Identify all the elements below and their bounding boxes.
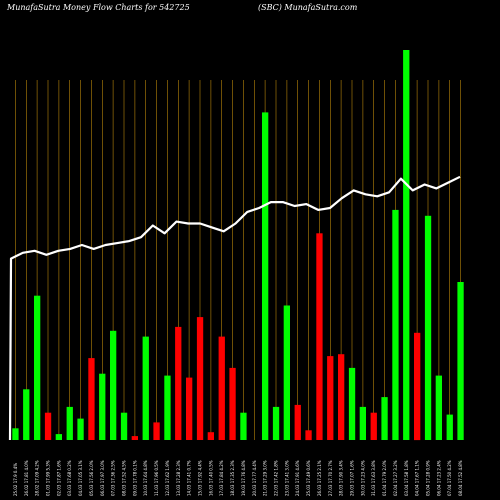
money-flow-bar [446,414,453,440]
money-flow-bar [218,336,225,440]
x-tick-label: 04.03 17.05 3.1% [78,460,83,496]
money-flow-bar [392,209,399,440]
chart-title: MunafaSutra Money Flow Charts for 542725 [7,3,190,12]
money-flow-bar [164,375,171,440]
money-flow-bar [283,305,290,440]
money-flow-bar [196,317,204,440]
x-tick-label: 16.03 17.40 0.5% [208,460,213,496]
x-tick-label: 17.03 17.84 4.2% [219,460,224,496]
price-line [8,175,461,441]
x-tick-label: 20.03 17.77 4.4% [252,460,257,496]
x-tick-label: 26.03 17.25 2.1% [317,460,322,496]
x-tick-label: 06.04 17.23 2.4% [436,460,441,496]
money-flow-bar [262,112,269,441]
x-tick-label: 18.03 17.35 2.3% [230,460,235,496]
x-tick-label: 07.03 17.36 2.5% [111,460,116,496]
money-flow-bar [131,436,138,440]
x-tick-label: 30.03 17.23 4.0% [360,460,365,496]
x-tick-label: 08.03 17.52 4.5% [122,460,127,496]
x-tick-label: 15.03 17.92 4.4% [198,460,203,496]
x-tick-label: 05.04 17.28 0.9% [426,460,431,496]
x-tick-label: 06.03 17.97 3.0% [100,460,105,496]
money-flow-bar [435,375,442,440]
money-flow-bar [359,406,366,440]
money-flow-bar [424,215,432,440]
x-tick-label: 22.03 17.42 1.8% [274,460,279,496]
x-tick-label: 08.04 17.52 4.8% [458,460,463,496]
x-tick-label: 14.03 17.41 0.7% [187,460,192,496]
money-flow-bar [338,354,345,440]
x-tick-label: 04.04 17.67 1.1% [415,460,420,496]
x-tick-label: 12.03 17.62 1.9% [165,460,170,496]
x-tick-label: 03.04 17.58 1.8% [404,460,409,496]
x-tick-label: 07.04 17.50 4.2% [447,460,452,496]
x-tick-label: 02.04 17.27 3.2% [393,460,398,496]
x-tick-label: 01.04 17.79 2.0% [382,460,387,496]
x-tick-label: 24.03 17.91 4.6% [295,460,300,496]
money-flow-bar [175,326,182,440]
money-flow-bar [348,367,356,440]
x-tick-label: 28.02 17.09 4.2% [35,460,40,496]
x-tick-label: 28.03 17.90 3.4% [339,460,344,496]
x-tick-label: 03.03 17.68 0.2% [67,460,72,496]
money-flow-bar [34,295,41,440]
money-flow-bar [77,418,84,440]
money-flow-bar [294,404,301,440]
money-flow-bar [403,50,410,440]
price-line-layer [8,175,461,441]
x-tick-label: 29.03 17.07 1.6% [350,460,355,496]
money-flow-bar [305,430,312,441]
money-flow-bar [55,434,62,440]
money-flow-bar [186,377,193,440]
money-flow-bar [153,422,160,440]
x-tick-label: 25.02 17.9 0.4% [13,463,18,496]
money-flow-bar [240,412,247,440]
x-tick-label: 11.03 17.96 0.5% [154,460,159,496]
money-flow-bar [88,358,95,440]
money-flow-bar [370,412,377,440]
x-tick-label: 05.03 17.56 2.0% [89,460,94,496]
money-flow-bar [142,336,149,440]
x-tick-label: 13.03 17.28 2.3% [176,460,181,496]
x-axis-labels: 25.02 17.9 0.4% 26.02 17.81 4.0% 28.02 17.… [13,460,463,496]
money-flow-bar [207,432,214,440]
money-flow-bar [316,233,323,440]
x-tick-label: 25.03 17.49 0.6% [306,460,311,496]
x-tick-label: 31.03 17.63 3.8% [371,460,376,496]
site-name: (SBC) MunafaSutra.com [258,3,358,12]
x-tick-label: 10.03 17.64 4.8% [143,460,148,496]
money-flow-bar [23,389,30,440]
money-flow-bar [327,356,334,440]
x-tick-label: 26.02 17.81 4.0% [24,460,29,496]
money-flow-bar [120,412,128,440]
money-flow-bars [12,50,464,441]
money-flow-bar [229,367,236,440]
x-tick-label: 23.03 17.41 3.0% [284,460,289,496]
money-flow-bar [272,406,280,440]
x-tick-label: 21.03 17.29 3.0% [263,460,268,496]
x-tick-label: 09.03 17.78 0.1% [132,460,137,496]
x-tick-label: 01.03 17.99 5.3% [46,460,51,496]
money-flow-bar [414,332,421,441]
money-flow-bar [99,373,106,440]
money-flow-bar [457,282,464,440]
x-tick-label: 19.03 17.76 4.8% [241,460,246,496]
money-flow-bar [44,412,52,440]
money-flow-bar [381,397,388,440]
money-flow-bar [12,428,19,440]
money-flow-bar [110,330,117,440]
x-tick-label: 27.03 17.70 2.7% [328,460,333,496]
x-tick-label: 02.03 17.87 1.6% [56,460,61,496]
money-flow-bar [66,406,73,440]
